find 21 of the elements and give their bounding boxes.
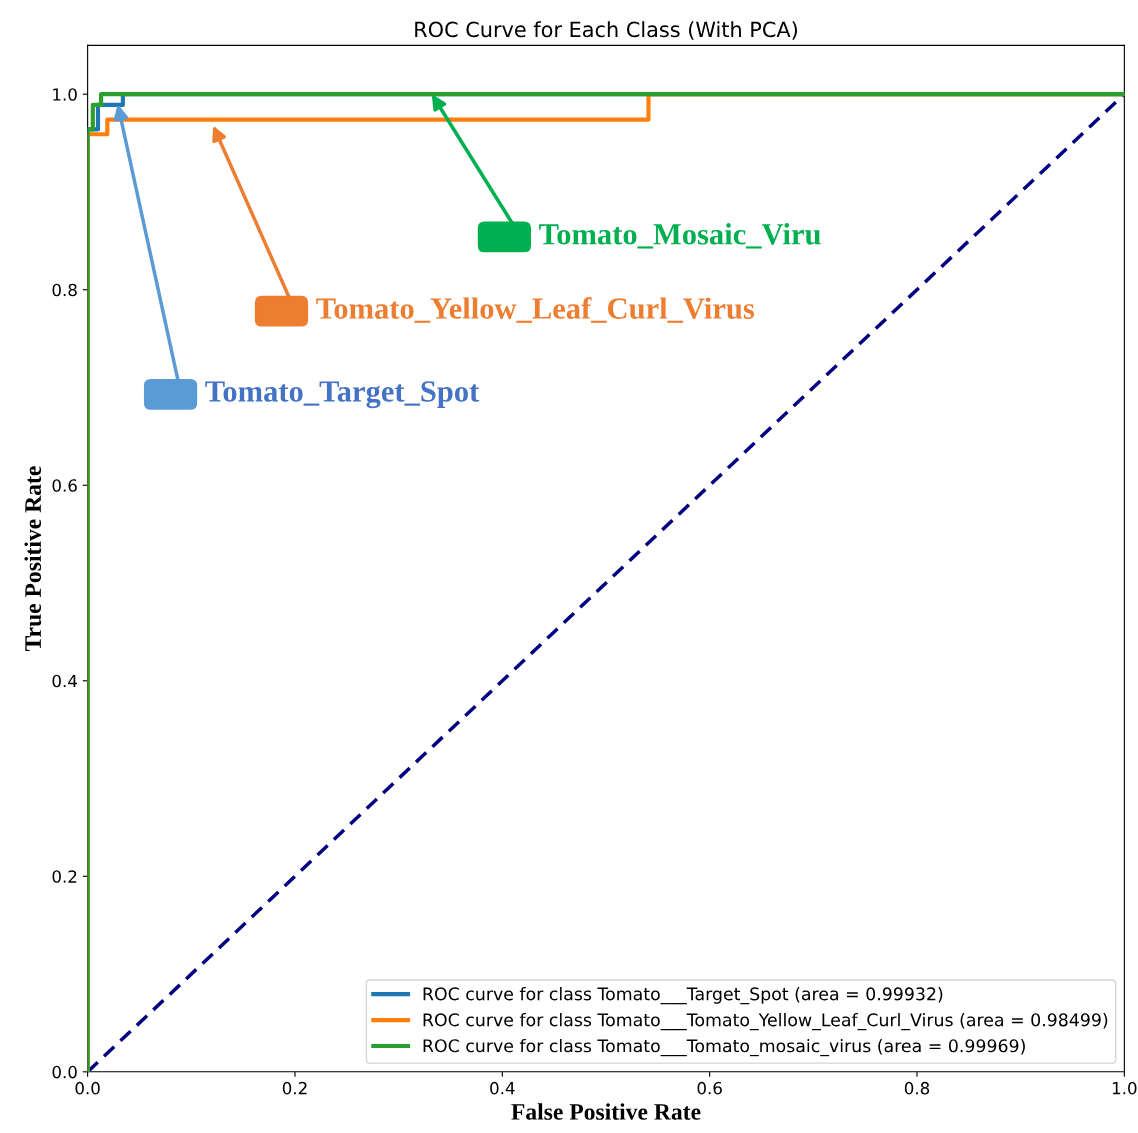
- legend-label: ROC curve for class Tomato___Tomato_Yellow_Leaf_Curl_Virus (area = 0.98499): [423, 1012, 1108, 1031]
- x-tick-label: 0.4: [490, 1081, 515, 1095]
- chart-title: ROC Curve for Each Class (With PCA): [415, 21, 797, 40]
- y-tick-label: 0.0: [52, 1065, 77, 1079]
- annotation: Tomato_Yellow_Leaf_Curl_Virus: [316, 297, 755, 323]
- legend-label: ROC curve for class Tomato___Tomato_mosaic_virus (area = 0.99969): [423, 1038, 1025, 1057]
- y-tick-label: 0.4: [52, 674, 77, 688]
- x-tick-label: 0.8: [904, 1081, 930, 1095]
- y-axis-title: True Positive Rate: [24, 466, 42, 652]
- y-tick-label: 0.6: [52, 479, 77, 492]
- y-tick-label: 0.2: [52, 870, 77, 883]
- x-tick-label: 0.6: [697, 1081, 722, 1095]
- x-tick-label: 0.0: [75, 1081, 100, 1095]
- annotation: Tomato_Mosaic_Viru: [539, 223, 821, 249]
- x-tick-label: 1.0: [1112, 1081, 1137, 1095]
- legend-label: ROC curve for class Tomato___Target_Spot (area = 0.99932): [423, 986, 943, 1005]
- y-tick-label: 0.8: [52, 283, 77, 297]
- x-tick-label: 0.2: [282, 1081, 307, 1095]
- x-axis-title: False Positive Rate: [511, 1103, 701, 1120]
- y-tick-label: 1.0: [53, 88, 77, 101]
- annotation: Tomato_Target_Spot: [205, 381, 480, 409]
